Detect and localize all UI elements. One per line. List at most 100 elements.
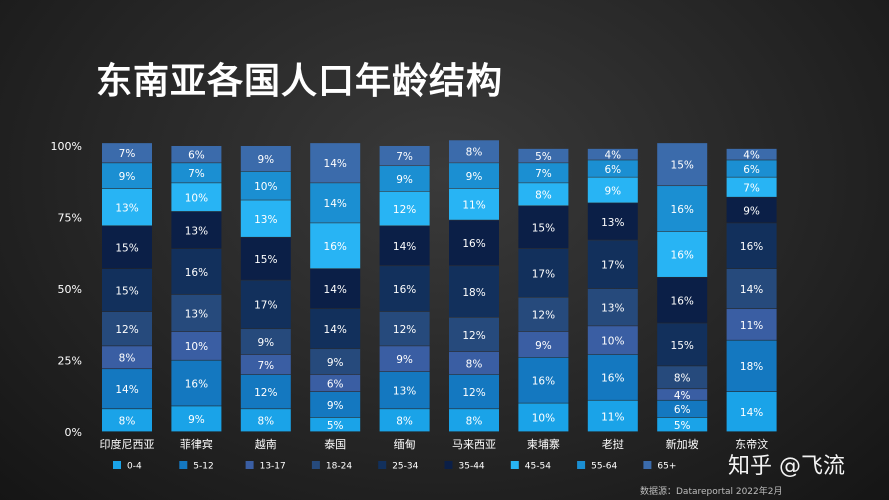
data-label: 12% (462, 330, 485, 342)
x-tick-label: 越南 (255, 437, 277, 451)
legend-label: 35-44 (459, 462, 485, 472)
data-label: 5% (535, 151, 552, 163)
bar-segment (657, 143, 708, 186)
bar-segment (171, 183, 222, 212)
bar-segment (379, 409, 430, 432)
bar-segment (171, 163, 222, 183)
bar-segment (587, 326, 638, 355)
data-label: 10% (254, 181, 277, 193)
data-label: 9% (396, 354, 413, 366)
bar-segment (379, 166, 430, 192)
bar-segment (587, 160, 638, 177)
data-label: 7% (257, 360, 274, 372)
data-label: 10% (532, 413, 555, 425)
legend-label: 5-12 (193, 462, 213, 472)
bar-segment (587, 177, 638, 203)
data-label: 12% (254, 387, 277, 399)
y-tick-label: 100% (51, 140, 82, 153)
bar-segment (449, 220, 499, 266)
y-tick-label: 0% (65, 426, 82, 439)
bar-segment (310, 268, 361, 309)
bar-segment (240, 146, 291, 172)
bar-segment (310, 143, 361, 183)
bar-segment (587, 354, 638, 400)
data-label: 13% (393, 386, 416, 398)
watermark-text: 知乎 @飞流 (728, 454, 845, 479)
bar-segment (449, 409, 499, 432)
data-label: 16% (185, 267, 208, 279)
data-label: 14% (324, 158, 347, 170)
data-label: 8% (119, 416, 136, 428)
data-label: 16% (671, 204, 694, 216)
x-tick-label: 新加坡 (666, 437, 699, 451)
bar-segment (379, 311, 430, 346)
bar-segment (518, 297, 569, 332)
data-label: 15% (671, 160, 694, 172)
data-label: 4% (604, 150, 621, 162)
data-label: 7% (119, 148, 136, 160)
bar-segment (240, 237, 291, 280)
data-label: 10% (185, 341, 208, 353)
x-tick-label: 泰国 (324, 437, 346, 451)
data-label: 16% (601, 373, 624, 385)
data-label: 16% (671, 295, 694, 307)
bar-segment (518, 357, 569, 403)
bar-segment (726, 391, 777, 432)
data-label: 15% (532, 223, 555, 235)
legend-label: 45-54 (525, 462, 551, 472)
legend-swatch (510, 461, 519, 469)
data-label: 17% (601, 260, 624, 272)
bar-segment (171, 294, 222, 332)
data-label: 7% (396, 151, 413, 163)
data-label: 8% (535, 190, 552, 202)
bar-segment (518, 403, 569, 432)
x-tick-label: 老挝 (602, 437, 624, 451)
data-label: 11% (462, 200, 485, 212)
data-label: 8% (466, 416, 483, 428)
data-label: 11% (740, 320, 763, 332)
bar-segment (518, 183, 569, 206)
bar-segment (102, 311, 152, 346)
data-label: 13% (185, 225, 208, 237)
legend-swatch (378, 461, 387, 469)
bar-segment (587, 400, 638, 432)
legend-swatch (311, 461, 320, 469)
data-label: 9% (743, 205, 760, 217)
bar-segment (726, 160, 777, 177)
legend-label: 55-64 (591, 462, 617, 472)
bar-segment (102, 346, 152, 369)
data-label: 8% (396, 416, 413, 428)
data-label: 12% (115, 324, 138, 336)
bar-segment (726, 197, 777, 223)
legend: 0-4 5-12 13-17 18-24 25-34 35-44 45-54 55-64 65+ (113, 461, 676, 472)
data-label: 14% (324, 284, 347, 296)
bar-segment (240, 374, 291, 409)
data-label: 17% (532, 268, 555, 280)
y-tick-label: 25% (58, 355, 82, 368)
data-label: 10% (185, 192, 208, 204)
data-label: 6% (188, 150, 205, 162)
data-label: 13% (254, 214, 277, 226)
data-label: 17% (254, 300, 277, 312)
data-label: 16% (532, 376, 555, 388)
bar-segment (657, 231, 708, 277)
bar-segment (657, 417, 708, 432)
data-label: 5% (674, 420, 691, 432)
data-label: 9% (396, 174, 413, 186)
data-label: 9% (327, 400, 344, 412)
legend-label: 65+ (657, 462, 676, 472)
data-label: 6% (674, 404, 691, 416)
x-tick-label: 印度尼西亚 (100, 437, 155, 451)
bar-segment (449, 163, 499, 189)
bar-segment (102, 188, 152, 226)
data-label: 7% (535, 168, 552, 180)
bar-segment (102, 143, 152, 163)
data-label: 4% (743, 150, 760, 162)
bar-segment (587, 203, 638, 240)
legend-swatch (113, 461, 121, 469)
bar-segment (449, 317, 499, 352)
data-label: 7% (188, 168, 205, 180)
legend-swatch (245, 461, 254, 469)
y-tick-label: 75% (58, 212, 82, 225)
